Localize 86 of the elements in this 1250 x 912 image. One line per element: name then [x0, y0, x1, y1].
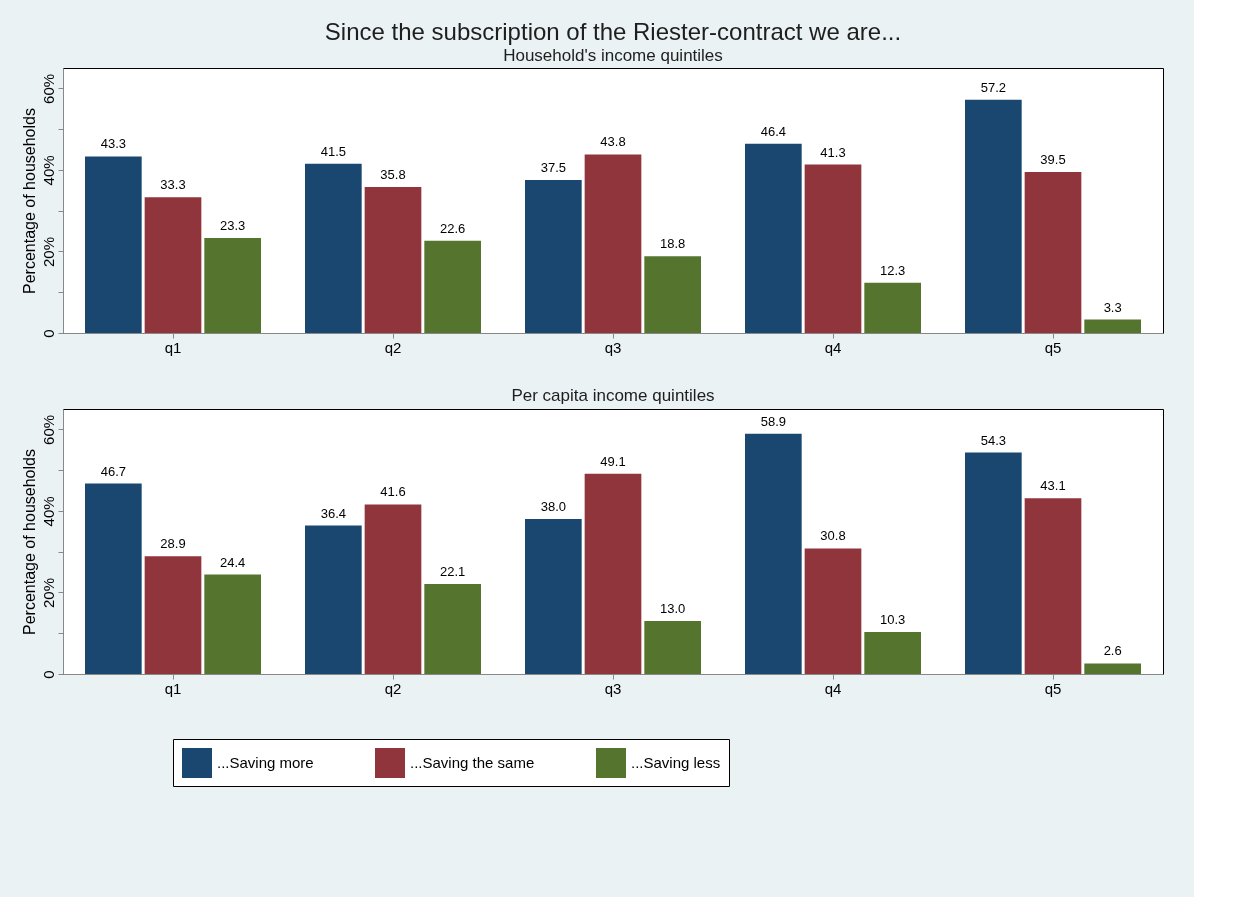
- x-tick-label: q1: [164, 679, 182, 697]
- data-label: 18.8: [660, 236, 686, 252]
- data-label: 43.8: [600, 134, 626, 150]
- data-label: 43.1: [1040, 478, 1066, 494]
- data-label: 49.1: [600, 453, 626, 469]
- data-label: 30.8: [820, 528, 846, 544]
- data-label: 46.7: [100, 463, 126, 479]
- y-tick-label: 60%: [39, 414, 57, 445]
- bar: [85, 156, 142, 333]
- x-tick-label: q4: [824, 679, 842, 697]
- data-label: 57.2: [980, 79, 1006, 95]
- bar: [1024, 171, 1082, 333]
- data-label: 39.5: [1040, 151, 1066, 167]
- data-label: 35.8: [380, 167, 406, 183]
- data-label: 37.5: [540, 160, 566, 176]
- bar: [965, 99, 1022, 333]
- bar: [864, 632, 921, 674]
- x-tick-label: q3: [604, 679, 622, 697]
- bar: [305, 163, 362, 333]
- data-label: 38.0: [540, 499, 566, 515]
- x-tick-label: q4: [824, 338, 842, 356]
- data-label: 41.6: [380, 484, 406, 500]
- data-label: 22.6: [440, 220, 466, 236]
- data-label: 24.4: [220, 554, 246, 570]
- legend-label: ...Saving the same: [410, 754, 535, 771]
- chart-title: Per capita income quintiles: [511, 386, 715, 405]
- data-label: 36.4: [320, 505, 346, 521]
- bar: [864, 282, 921, 333]
- bar: [525, 180, 582, 333]
- bar: [144, 197, 202, 333]
- bar: [204, 574, 261, 674]
- data-label: 23.3: [220, 218, 246, 234]
- bar: [144, 556, 202, 674]
- bar: [745, 433, 802, 674]
- bar: [804, 548, 862, 674]
- data-label: 58.9: [760, 413, 786, 429]
- bar: [644, 256, 701, 333]
- bar: [1084, 663, 1141, 674]
- data-label: 41.5: [320, 143, 346, 159]
- x-tick-label: q5: [1044, 338, 1062, 356]
- bar: [364, 504, 422, 674]
- bar: [584, 473, 642, 674]
- y-tick-label: 40%: [39, 155, 57, 186]
- data-label: 54.3: [980, 432, 1006, 448]
- chart-subtitle: Household's income quintiles: [503, 46, 723, 65]
- y-tick-label: 60%: [39, 73, 57, 104]
- data-label: 33.3: [160, 177, 186, 193]
- bar: [965, 452, 1022, 674]
- data-label: 10.3: [880, 612, 906, 628]
- bar: [1084, 319, 1141, 333]
- bar: [1024, 498, 1082, 674]
- data-label: 43.3: [100, 136, 126, 152]
- x-tick-label: q2: [384, 679, 402, 697]
- y-axis-title: Percentage of households: [20, 108, 38, 294]
- bar: [745, 143, 802, 333]
- data-label: 41.3: [820, 144, 846, 160]
- legend-label: ...Saving more: [217, 754, 314, 771]
- x-tick-label: q5: [1044, 679, 1062, 697]
- data-label: 28.9: [160, 536, 186, 552]
- bar: [364, 187, 422, 333]
- bar: [424, 583, 481, 674]
- bar: [424, 240, 481, 333]
- y-tick-label: 20%: [39, 577, 57, 608]
- y-tick-label: 0: [39, 670, 57, 679]
- data-label: 13.0: [660, 601, 686, 616]
- x-tick-label: q3: [604, 338, 622, 356]
- x-tick-label: q2: [384, 338, 402, 356]
- bar: [804, 164, 862, 333]
- x-tick-label: q1: [164, 338, 182, 356]
- data-label: 3.3: [1103, 299, 1122, 315]
- bar: [204, 238, 261, 333]
- y-axis-title: Percentage of households: [20, 449, 38, 635]
- bar: [525, 519, 582, 674]
- data-label: 22.1: [440, 563, 466, 579]
- y-tick-label: 20%: [39, 236, 57, 267]
- data-label: 46.4: [760, 123, 786, 139]
- bar: [305, 525, 362, 674]
- data-label: 2.6: [1103, 643, 1122, 659]
- legend-label: ...Saving less: [631, 754, 721, 771]
- bar: [644, 621, 701, 674]
- bar: [584, 154, 642, 333]
- chart-title: Since the subscription of the Riester-contract we are...: [324, 18, 902, 45]
- y-tick-label: 40%: [39, 496, 57, 527]
- y-tick-label: 0: [39, 329, 57, 338]
- bar: [85, 483, 142, 674]
- data-label: 12.3: [880, 262, 906, 278]
